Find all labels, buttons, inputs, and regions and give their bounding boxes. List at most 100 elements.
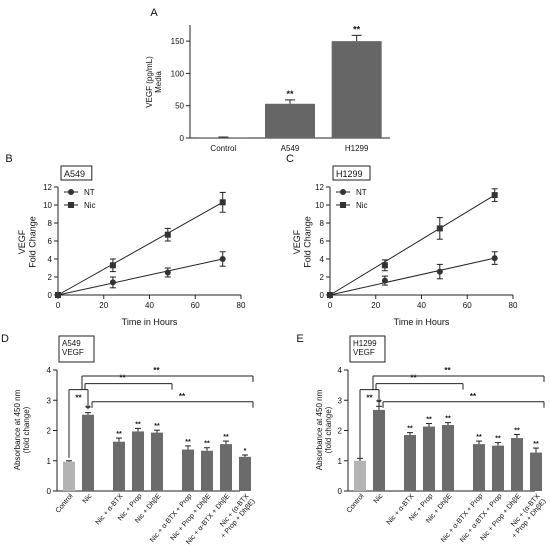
panel-letter-d: D [1, 333, 9, 345]
bracket-mark-e: ** [470, 392, 477, 401]
x-tick-label-b: 20 [99, 301, 108, 310]
cell-label-box-d [58, 335, 95, 363]
y-tick-label-b: 2 [48, 273, 53, 282]
significance-e: ** [533, 441, 539, 448]
significance-d: ** [223, 434, 229, 441]
significance-e: ** [445, 416, 451, 423]
data-point-c [491, 255, 498, 262]
bar-d [113, 441, 125, 491]
significance-d: ** [154, 423, 160, 430]
x-tick-label-b: 40 [145, 301, 154, 310]
data-point-b [219, 199, 226, 206]
significance-d: ** [135, 421, 141, 428]
data-point-b [164, 231, 171, 238]
bar-e [373, 409, 385, 491]
bracket-mark-d: ** [119, 374, 126, 383]
y-tick-label-e: 3 [338, 396, 343, 405]
y-axis-label-e: Absorbance at 450 nm(fold change) [315, 389, 333, 470]
data-point-c [436, 268, 443, 275]
y-tick-label-a: 100 [171, 69, 185, 78]
x-tick-label-d: Nic [82, 492, 94, 505]
panel-letter-c: C [286, 153, 294, 165]
y-axis-label-a: VEGF (pg/mL)Media [145, 56, 163, 108]
data-point-b [109, 279, 116, 286]
bracket-mark-d: ** [153, 366, 160, 375]
y-tick-label-b: 12 [43, 183, 52, 192]
bar-d [220, 444, 232, 491]
y-tick-label-b: 0 [48, 291, 53, 300]
panel-letter-b: B [5, 153, 12, 165]
data-point-b [219, 256, 226, 262]
cell-label-box-e [349, 335, 386, 363]
y-tick-label-d: 1 [47, 457, 52, 466]
significance-d: ** [204, 441, 210, 448]
bracket-mark-e: ** [410, 374, 417, 383]
x-tick-label-e: Nic [373, 492, 385, 505]
bar-a [265, 103, 315, 138]
cell-label-d: A549 VEGF [62, 339, 84, 357]
y-tick-label-d: 4 [47, 366, 52, 375]
cell-label-e: H1299 VEGF [353, 339, 377, 357]
y-tick-label-e: 1 [338, 457, 343, 466]
bracket-mark-e: ** [366, 394, 373, 403]
bar-e [492, 445, 504, 491]
y-tick-label-c: 6 [320, 237, 325, 246]
series-line-c [329, 257, 495, 296]
data-point-c [491, 192, 498, 199]
y-tick-label-c: 8 [320, 219, 325, 228]
y-tick-label-c: 2 [320, 273, 325, 282]
y-tick-label-d: 2 [47, 427, 52, 436]
x-axis-label-c: Time in Hours [394, 317, 450, 327]
bar-e [530, 452, 542, 491]
cell-label-box-c [332, 165, 371, 181]
x-tick-label-d: Control [55, 492, 75, 514]
legend-marker-c [340, 189, 346, 195]
x-tick-label-c: 0 [328, 301, 333, 310]
bracket-mark-e: ** [444, 366, 451, 375]
cell-label-box-b [60, 165, 93, 181]
legend-marker-c [340, 202, 346, 208]
x-tick-label-a: A549 [281, 144, 300, 153]
significance-e: ** [514, 427, 520, 434]
bar-d [82, 414, 94, 491]
bar-e [442, 425, 454, 491]
series-line-b [57, 201, 223, 296]
x-tick-label-b: 80 [237, 301, 246, 310]
data-point-c [381, 262, 388, 269]
bar-d [182, 449, 194, 491]
cell-label-b: A549 [64, 169, 85, 179]
y-tick-label-c: 4 [320, 255, 325, 264]
x-tick-label-e: Control [346, 492, 366, 514]
x-tick-label-a: H1299 [345, 144, 369, 153]
y-tick-label-a: 0 [180, 134, 185, 143]
y-tick-label-b: 8 [48, 219, 53, 228]
significance-d: * [244, 448, 247, 455]
x-tick-label-c: 20 [371, 301, 380, 310]
bar-a [331, 41, 382, 139]
bar-d [201, 450, 213, 491]
bar-e [354, 460, 366, 491]
significance-e: ** [476, 434, 482, 441]
series-line-c [329, 194, 495, 296]
bar-d [63, 461, 75, 491]
data-point-b [55, 292, 61, 298]
y-tick-label-c: 0 [320, 291, 325, 300]
bar-e [511, 438, 523, 491]
bar-e [473, 444, 485, 491]
y-tick-label-b: 6 [48, 237, 53, 246]
y-tick-label-e: 2 [338, 427, 343, 436]
bracket-mark-d: ** [179, 392, 186, 401]
significance-a: ** [353, 24, 361, 34]
x-tick-label-c: 40 [417, 301, 426, 310]
x-axis-label-b: Time in Hours [122, 317, 178, 327]
series-line-b [57, 258, 223, 296]
y-tick-label-c: 12 [315, 183, 324, 192]
y-tick-label-e: 4 [338, 366, 343, 375]
data-point-c [436, 225, 443, 232]
y-tick-label-e: 0 [338, 487, 343, 496]
x-tick-label-a: Control [210, 144, 236, 153]
legend-label-c: Nic [356, 201, 368, 210]
bar-e [404, 435, 416, 491]
y-axis-label-d: Absorbance at 450 nm(fold change) [13, 389, 31, 470]
